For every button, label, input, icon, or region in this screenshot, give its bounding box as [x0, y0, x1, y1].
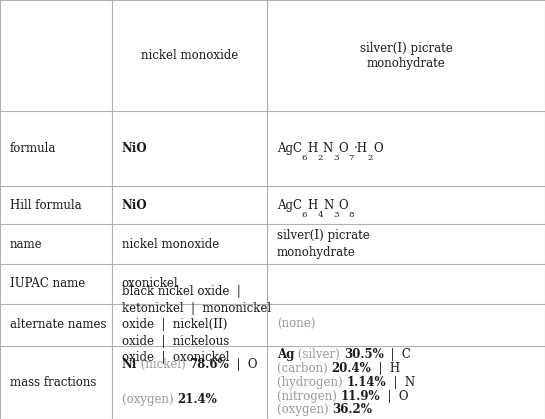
Text: |  O: | O — [229, 358, 258, 371]
Text: 21.4%: 21.4% — [177, 393, 217, 406]
Text: (nickel): (nickel) — [137, 358, 190, 371]
Text: nickel monoxide: nickel monoxide — [141, 49, 238, 62]
Text: (hydrogen): (hydrogen) — [277, 376, 346, 389]
Text: 30.5%: 30.5% — [344, 348, 384, 361]
Text: H: H — [307, 199, 318, 212]
Text: Hill formula: Hill formula — [10, 199, 81, 212]
Text: O: O — [338, 142, 348, 155]
Text: ·H: ·H — [354, 142, 368, 155]
Text: Ag: Ag — [277, 142, 293, 155]
Text: NiO: NiO — [122, 199, 147, 212]
Text: Ag: Ag — [277, 348, 294, 361]
Text: 3: 3 — [333, 210, 339, 219]
Text: 6: 6 — [302, 210, 307, 219]
Text: |  H: | H — [371, 362, 400, 375]
Text: N: N — [323, 142, 333, 155]
Text: |  C: | C — [384, 348, 411, 361]
Text: (none): (none) — [277, 318, 315, 331]
Text: NiO: NiO — [122, 142, 147, 155]
Text: 2: 2 — [368, 154, 373, 162]
Text: 4: 4 — [318, 210, 323, 219]
Text: 8: 8 — [348, 210, 354, 219]
Text: 11.9%: 11.9% — [341, 390, 380, 403]
Text: 20.4%: 20.4% — [331, 362, 371, 375]
Text: H: H — [307, 142, 318, 155]
Text: O: O — [339, 199, 348, 212]
Text: IUPAC name: IUPAC name — [10, 277, 85, 290]
Text: mass fractions: mass fractions — [10, 376, 96, 389]
Text: C: C — [293, 142, 302, 155]
Text: oxonickel: oxonickel — [122, 277, 178, 290]
Text: 36.2%: 36.2% — [332, 403, 372, 416]
Text: (oxygen): (oxygen) — [277, 403, 332, 416]
Text: silver(I) picrate
monohydrate: silver(I) picrate monohydrate — [360, 41, 452, 70]
Text: 1.14%: 1.14% — [346, 376, 386, 389]
Text: C: C — [293, 199, 302, 212]
Text: black nickel oxide  |
ketonickel  |  mononickel
oxide  |  nickel(II)
oxide  |  n: black nickel oxide | ketonickel | mononi… — [122, 285, 271, 364]
Text: nickel monoxide: nickel monoxide — [122, 238, 219, 251]
Text: silver(I) picrate
monohydrate: silver(I) picrate monohydrate — [277, 229, 370, 259]
Text: name: name — [10, 238, 43, 251]
Text: N: N — [323, 199, 333, 212]
Text: |  N: | N — [386, 376, 415, 389]
Text: (carbon): (carbon) — [277, 362, 331, 375]
Text: (oxygen): (oxygen) — [122, 393, 177, 406]
Text: (nitrogen): (nitrogen) — [277, 390, 341, 403]
Text: 6: 6 — [302, 154, 307, 162]
Text: O: O — [373, 142, 383, 155]
Text: 3: 3 — [333, 154, 338, 162]
Text: |  O: | O — [380, 390, 409, 403]
Text: Ni: Ni — [122, 358, 137, 371]
Text: Ag: Ag — [277, 199, 293, 212]
Text: 2: 2 — [318, 154, 323, 162]
Text: formula: formula — [10, 142, 56, 155]
Text: 78.6%: 78.6% — [190, 358, 229, 371]
Text: 7: 7 — [348, 154, 354, 162]
Text: (silver): (silver) — [294, 348, 344, 361]
Text: alternate names: alternate names — [10, 318, 106, 331]
